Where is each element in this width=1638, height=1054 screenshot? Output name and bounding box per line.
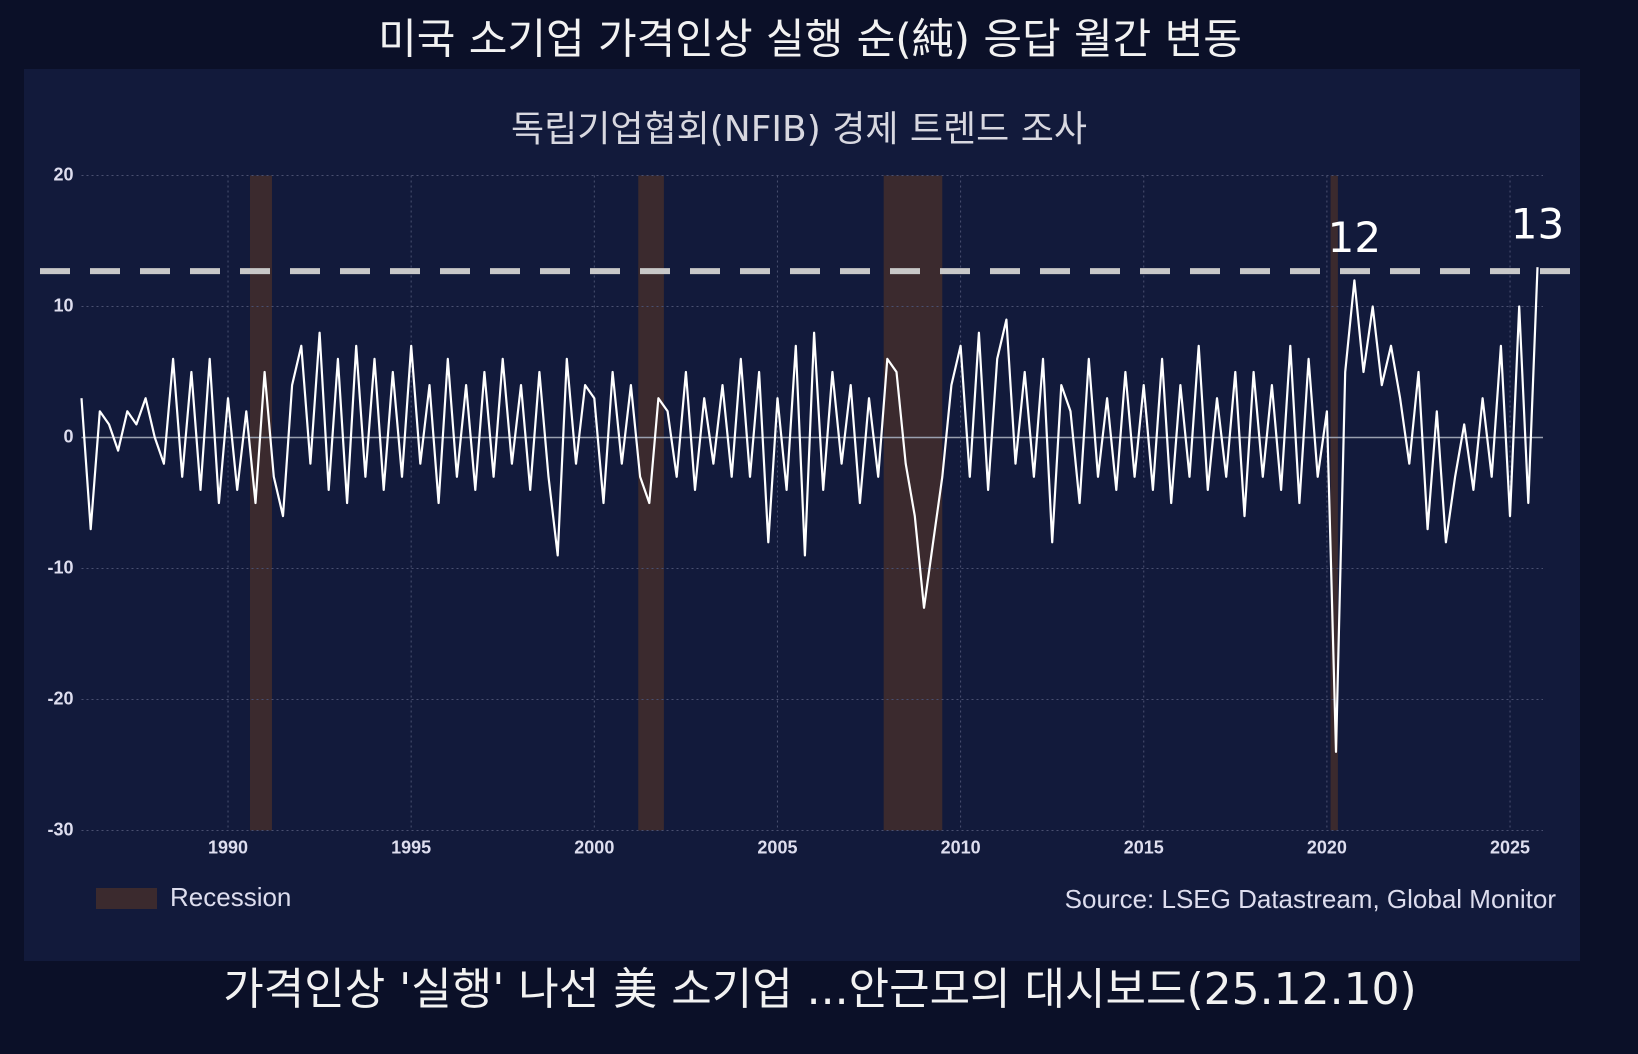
chart-title: 미국 소기업 가격인상 실행 순(純) 응답 월간 변동 — [378, 15, 1242, 64]
y-tick-label: -20 — [47, 688, 73, 708]
recession-band — [249, 175, 272, 831]
source: Source: LSEG Datastream, Global Monitor — [1065, 884, 1557, 914]
recession-band — [1330, 175, 1338, 831]
x-tick-label: 1995 — [391, 837, 431, 857]
legend-swatch — [96, 888, 157, 909]
x-tick-label: 2015 — [1124, 837, 1164, 857]
x-tick-label: 2020 — [1307, 837, 1347, 857]
annotation: 12 — [1328, 213, 1381, 262]
data-line — [80, 267, 1539, 753]
y-tick-label: 10 — [53, 295, 73, 315]
recession-band — [638, 175, 664, 831]
y-tick-label: 0 — [63, 426, 73, 446]
x-tick-label: 2005 — [757, 837, 797, 857]
y-tick-label: -10 — [47, 557, 73, 577]
y-tick-label: -30 — [47, 819, 73, 839]
x-tick-label: 2025 — [1490, 837, 1530, 857]
legend-label: Recession — [170, 882, 291, 912]
annotation: 13 — [1511, 200, 1564, 249]
x-tick-label: 1990 — [208, 837, 248, 857]
caption: 가격인상 '실행' 나선 美 소기업 ...안근모의 대시보드(25.12.10… — [223, 964, 1416, 1015]
x-tick-label: 2010 — [941, 837, 981, 857]
x-tick-label: 2000 — [574, 837, 614, 857]
chart-subtitle: 독립기업협회(NFIB) 경제 트렌드 조사 — [511, 109, 1087, 150]
y-tick-label: 20 — [53, 164, 73, 184]
